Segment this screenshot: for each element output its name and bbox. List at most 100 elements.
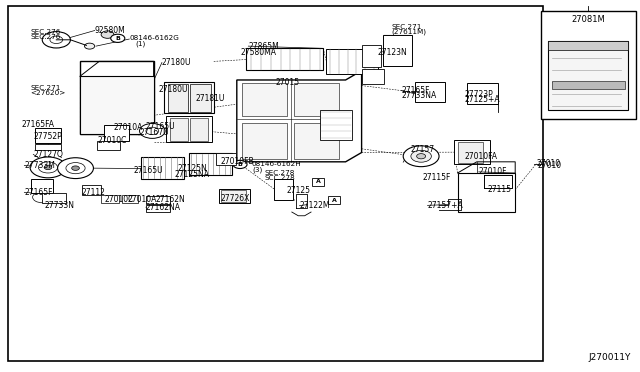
Bar: [122, 195, 138, 203]
Bar: [166, 116, 212, 142]
Text: 27010C: 27010C: [97, 137, 127, 145]
Circle shape: [411, 150, 431, 162]
Text: 27733N: 27733N: [45, 201, 75, 210]
Text: (27611M): (27611M): [392, 29, 427, 35]
Bar: [454, 140, 490, 164]
Bar: [8, 6, 543, 361]
Bar: [548, 41, 628, 50]
Bar: [141, 157, 184, 179]
Text: 27181U: 27181U: [196, 94, 225, 103]
Text: 27010A: 27010A: [128, 195, 157, 203]
Bar: [362, 45, 381, 67]
Bar: [328, 196, 340, 204]
Text: 27165U: 27165U: [133, 166, 163, 175]
Text: (1): (1): [135, 41, 145, 47]
Polygon shape: [237, 71, 362, 162]
Text: 27723P: 27723P: [465, 90, 493, 99]
Text: 27726X: 27726X: [221, 194, 250, 203]
Text: 27010C: 27010C: [104, 195, 134, 203]
Text: 27010F: 27010F: [479, 167, 508, 176]
Bar: [170, 118, 188, 141]
Text: SCC.278: SCC.278: [264, 175, 295, 181]
Bar: [326, 49, 378, 74]
Text: 27165F: 27165F: [24, 188, 53, 197]
Text: J270011Y: J270011Y: [588, 353, 630, 362]
Bar: [242, 123, 287, 159]
Text: (3): (3): [253, 167, 263, 173]
Bar: [467, 83, 498, 104]
Text: SEC.271: SEC.271: [392, 24, 422, 30]
Text: 27180U: 27180U: [162, 58, 191, 67]
Bar: [294, 83, 339, 116]
Circle shape: [58, 158, 93, 179]
Bar: [458, 173, 515, 212]
Text: 92580M: 92580M: [95, 26, 125, 35]
Text: 27180U: 27180U: [159, 85, 188, 94]
Text: 27010FB: 27010FB: [221, 157, 255, 166]
Bar: [221, 190, 246, 202]
Bar: [82, 185, 101, 195]
Text: 27081M: 27081M: [572, 15, 605, 24]
Text: 27125N: 27125N: [178, 164, 207, 173]
Circle shape: [84, 43, 95, 49]
Text: SEC.278: SEC.278: [264, 170, 294, 176]
Text: 27115F: 27115F: [422, 173, 451, 182]
Bar: [80, 76, 154, 134]
Bar: [362, 69, 384, 84]
Bar: [101, 195, 119, 203]
Text: 27115: 27115: [488, 185, 512, 194]
Text: 27865M: 27865M: [248, 42, 279, 51]
Bar: [104, 125, 129, 141]
Text: 27165F: 27165F: [401, 86, 430, 95]
Text: 27010: 27010: [536, 159, 561, 168]
Circle shape: [50, 36, 63, 44]
Bar: [246, 48, 323, 70]
Circle shape: [111, 34, 125, 42]
Text: B: B: [115, 36, 120, 41]
Bar: [294, 123, 339, 159]
Text: 27733NA: 27733NA: [401, 91, 436, 100]
Circle shape: [66, 163, 85, 174]
Bar: [458, 142, 483, 163]
Text: 27123N: 27123N: [378, 48, 407, 57]
Circle shape: [403, 146, 439, 167]
Circle shape: [44, 165, 52, 170]
Bar: [541, 11, 636, 119]
Text: A: A: [332, 198, 337, 203]
Text: SEC.276: SEC.276: [30, 34, 60, 40]
Text: 27127Q: 27127Q: [33, 150, 63, 159]
Circle shape: [33, 192, 52, 203]
Circle shape: [72, 166, 79, 170]
Bar: [242, 83, 287, 116]
Text: 27125NA: 27125NA: [174, 170, 209, 179]
Text: 27162N: 27162N: [156, 195, 185, 204]
Text: 27167U: 27167U: [140, 128, 169, 137]
Text: 27157: 27157: [410, 145, 435, 154]
Text: 27165FA: 27165FA: [21, 120, 54, 129]
Text: SEC.271: SEC.271: [30, 85, 60, 91]
Bar: [189, 153, 232, 175]
Bar: [42, 193, 66, 203]
Circle shape: [146, 127, 159, 135]
Bar: [274, 179, 293, 200]
Bar: [552, 81, 625, 89]
Bar: [31, 179, 53, 193]
Circle shape: [140, 124, 165, 138]
Text: SEC.276: SEC.276: [30, 29, 60, 35]
Bar: [383, 35, 412, 66]
Bar: [320, 110, 352, 140]
Bar: [190, 118, 208, 141]
Bar: [415, 82, 445, 102]
Text: 27752P: 27752P: [33, 132, 62, 141]
Circle shape: [417, 154, 426, 159]
Text: <27620>: <27620>: [30, 90, 65, 96]
Text: 08146-6162H: 08146-6162H: [252, 161, 301, 167]
Text: 27125: 27125: [287, 186, 311, 195]
Circle shape: [30, 157, 66, 178]
Text: 27165U: 27165U: [146, 122, 175, 131]
Text: 27733M: 27733M: [24, 161, 55, 170]
Circle shape: [38, 162, 58, 173]
Bar: [190, 84, 211, 112]
Circle shape: [101, 31, 114, 38]
Bar: [168, 84, 188, 112]
